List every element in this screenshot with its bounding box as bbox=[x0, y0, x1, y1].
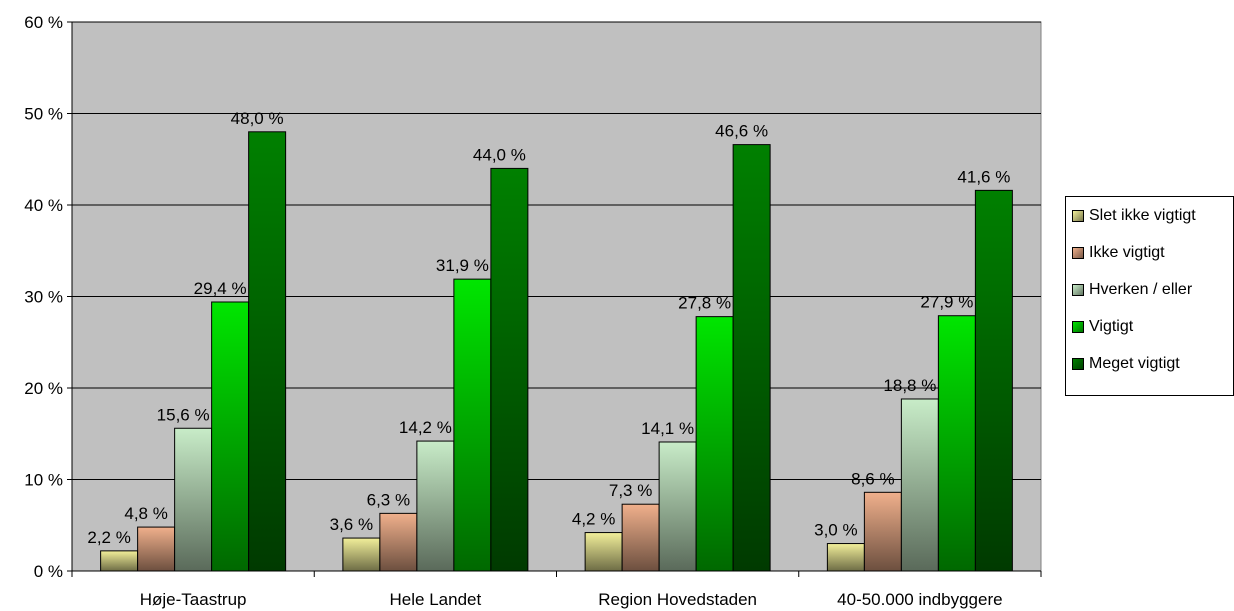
data-label: 27,9 % bbox=[920, 293, 973, 312]
y-tick-label: 50 % bbox=[24, 105, 63, 124]
data-label: 29,4 % bbox=[194, 279, 247, 298]
category-label: Hele Landet bbox=[390, 590, 482, 609]
bar bbox=[658, 441, 697, 572]
bar bbox=[211, 301, 250, 572]
data-label: 3,6 % bbox=[330, 515, 373, 534]
y-tick-label: 10 % bbox=[24, 471, 63, 490]
y-tick-label: 40 % bbox=[24, 196, 63, 215]
bar bbox=[732, 144, 771, 572]
data-label: 41,6 % bbox=[957, 167, 1010, 186]
bar bbox=[621, 503, 660, 572]
legend-swatch bbox=[1072, 321, 1084, 333]
category-label: 40-50.000 indbyggere bbox=[837, 590, 1002, 609]
data-label: 3,0 % bbox=[814, 521, 857, 540]
legend-label: Ikke vigtigt bbox=[1089, 244, 1165, 261]
data-label: 15,6 % bbox=[157, 405, 210, 424]
legend-label: Vigtigt bbox=[1089, 318, 1134, 335]
bar bbox=[174, 427, 213, 572]
y-tick-label: 0 % bbox=[34, 562, 63, 581]
data-label: 14,2 % bbox=[399, 418, 452, 437]
bar bbox=[379, 512, 418, 572]
bar bbox=[416, 440, 455, 572]
bar bbox=[900, 398, 939, 572]
data-label: 2,2 % bbox=[87, 528, 130, 547]
legend-item: Hverken / eller bbox=[1072, 278, 1192, 302]
data-label: 6,3 % bbox=[367, 490, 410, 509]
legend-swatch bbox=[1072, 358, 1084, 370]
legend-swatch bbox=[1072, 210, 1084, 222]
legend-item: Slet ikke vigtigt bbox=[1072, 204, 1196, 228]
legend-item: Ikke vigtigt bbox=[1072, 241, 1165, 265]
legend-item: Meget vigtigt bbox=[1072, 352, 1180, 376]
legend-swatch bbox=[1072, 284, 1084, 296]
bar bbox=[695, 316, 734, 572]
bar bbox=[453, 278, 492, 572]
bar bbox=[937, 315, 976, 572]
data-label: 27,8 % bbox=[678, 294, 731, 313]
data-label: 44,0 % bbox=[473, 145, 526, 164]
bar bbox=[826, 543, 865, 572]
bar bbox=[342, 537, 381, 572]
bar bbox=[584, 532, 623, 572]
category-label: Region Hovedstaden bbox=[598, 590, 757, 609]
bar bbox=[248, 131, 287, 572]
y-tick-label: 60 % bbox=[24, 13, 63, 32]
data-label: 14,1 % bbox=[641, 419, 694, 438]
bar bbox=[974, 189, 1013, 572]
y-tick-label: 20 % bbox=[24, 379, 63, 398]
bar bbox=[490, 167, 529, 572]
legend: Slet ikke vigtigt Ikke vigtigt Hverken / e… bbox=[1065, 196, 1234, 396]
data-label: 31,9 % bbox=[436, 256, 489, 275]
y-tick-label: 30 % bbox=[24, 288, 63, 307]
data-label: 46,6 % bbox=[715, 122, 768, 141]
bar bbox=[100, 550, 139, 572]
legend-label: Slet ikke vigtigt bbox=[1089, 207, 1196, 224]
bar bbox=[137, 526, 176, 572]
data-label: 8,6 % bbox=[851, 469, 894, 488]
data-label: 4,2 % bbox=[572, 510, 615, 529]
data-label: 7,3 % bbox=[609, 481, 652, 500]
legend-label: Hverken / eller bbox=[1089, 281, 1193, 298]
legend-label: Meget vigtigt bbox=[1089, 355, 1180, 372]
category-label: Høje-Taastrup bbox=[140, 590, 247, 609]
bar bbox=[863, 491, 902, 572]
data-label: 18,8 % bbox=[883, 376, 936, 395]
legend-swatch bbox=[1072, 247, 1084, 259]
data-label: 48,0 % bbox=[231, 109, 284, 128]
legend-item: Vigtigt bbox=[1072, 315, 1133, 339]
data-label: 4,8 % bbox=[124, 504, 167, 523]
